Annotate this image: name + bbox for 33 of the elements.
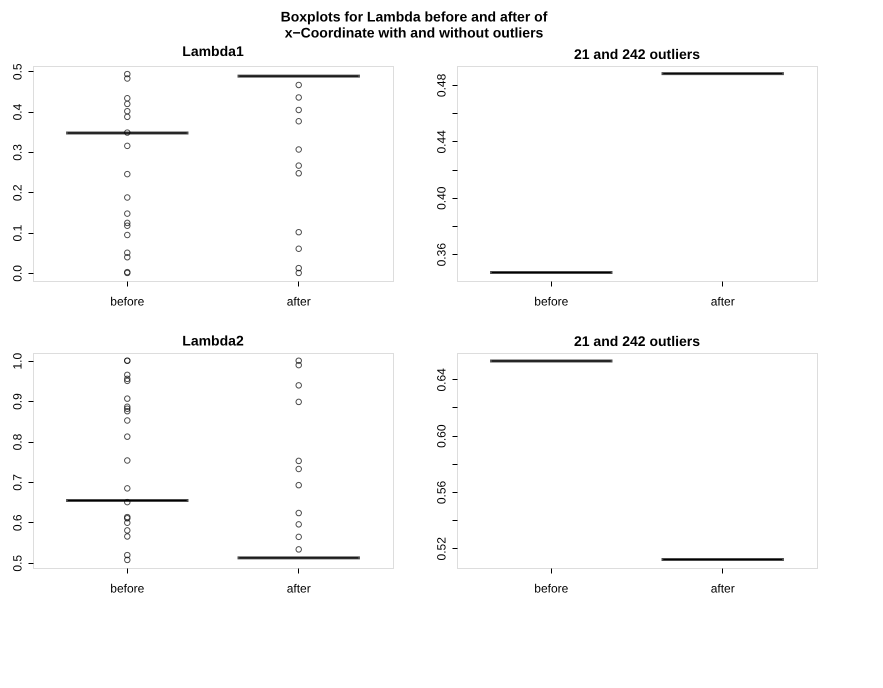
y-tick-label: 0.0 [10, 264, 24, 282]
chart-title: 21 and 242 outliers [574, 333, 700, 349]
y-tick-label: 0.52 [434, 536, 448, 560]
x-tick-label: before [110, 294, 145, 308]
y-tick-label: 0.3 [10, 144, 24, 161]
y-tick-label: 0.6 [10, 514, 24, 532]
y-tick-label: 0.1 [10, 224, 24, 242]
chart-title: Lambda2 [182, 332, 244, 348]
x-tick-label: after [710, 582, 735, 596]
y-tick-label: 0.9 [10, 392, 24, 410]
y-tick-label: 0.60 [434, 424, 448, 448]
y-tick-label: 0.8 [10, 433, 24, 450]
x-tick-label: before [534, 294, 569, 308]
chart-title: 21 and 242 outliers [574, 46, 700, 62]
text: Boxplots for Lambda before and after of x−Coordinate with and without outliers [280, 8, 548, 40]
y-tick-label: 0.5 [10, 63, 24, 80]
x-tick-label: after [710, 294, 735, 308]
y-tick-label: 0.64 [434, 368, 448, 392]
y-tick-label: 0.40 [434, 186, 448, 210]
y-tick-label: 1.0 [10, 352, 24, 370]
y-tick-label: 0.7 [10, 474, 24, 491]
y-tick-label: 0.56 [434, 480, 448, 504]
x-tick-label: after [286, 582, 311, 596]
y-tick-label: 0.5 [10, 554, 24, 572]
y-tick-label: 0.2 [10, 184, 24, 202]
chart-title: Lambda1 [182, 42, 244, 59]
x-tick-label: before [534, 582, 569, 596]
y-tick-label: 0.44 [434, 130, 448, 154]
x-tick-label: after [286, 294, 311, 308]
x-tick-label: before [110, 582, 145, 596]
y-tick-label: 0.48 [434, 73, 448, 98]
y-tick-label: 0.4 [10, 103, 24, 120]
y-tick-label: 0.36 [434, 242, 448, 266]
